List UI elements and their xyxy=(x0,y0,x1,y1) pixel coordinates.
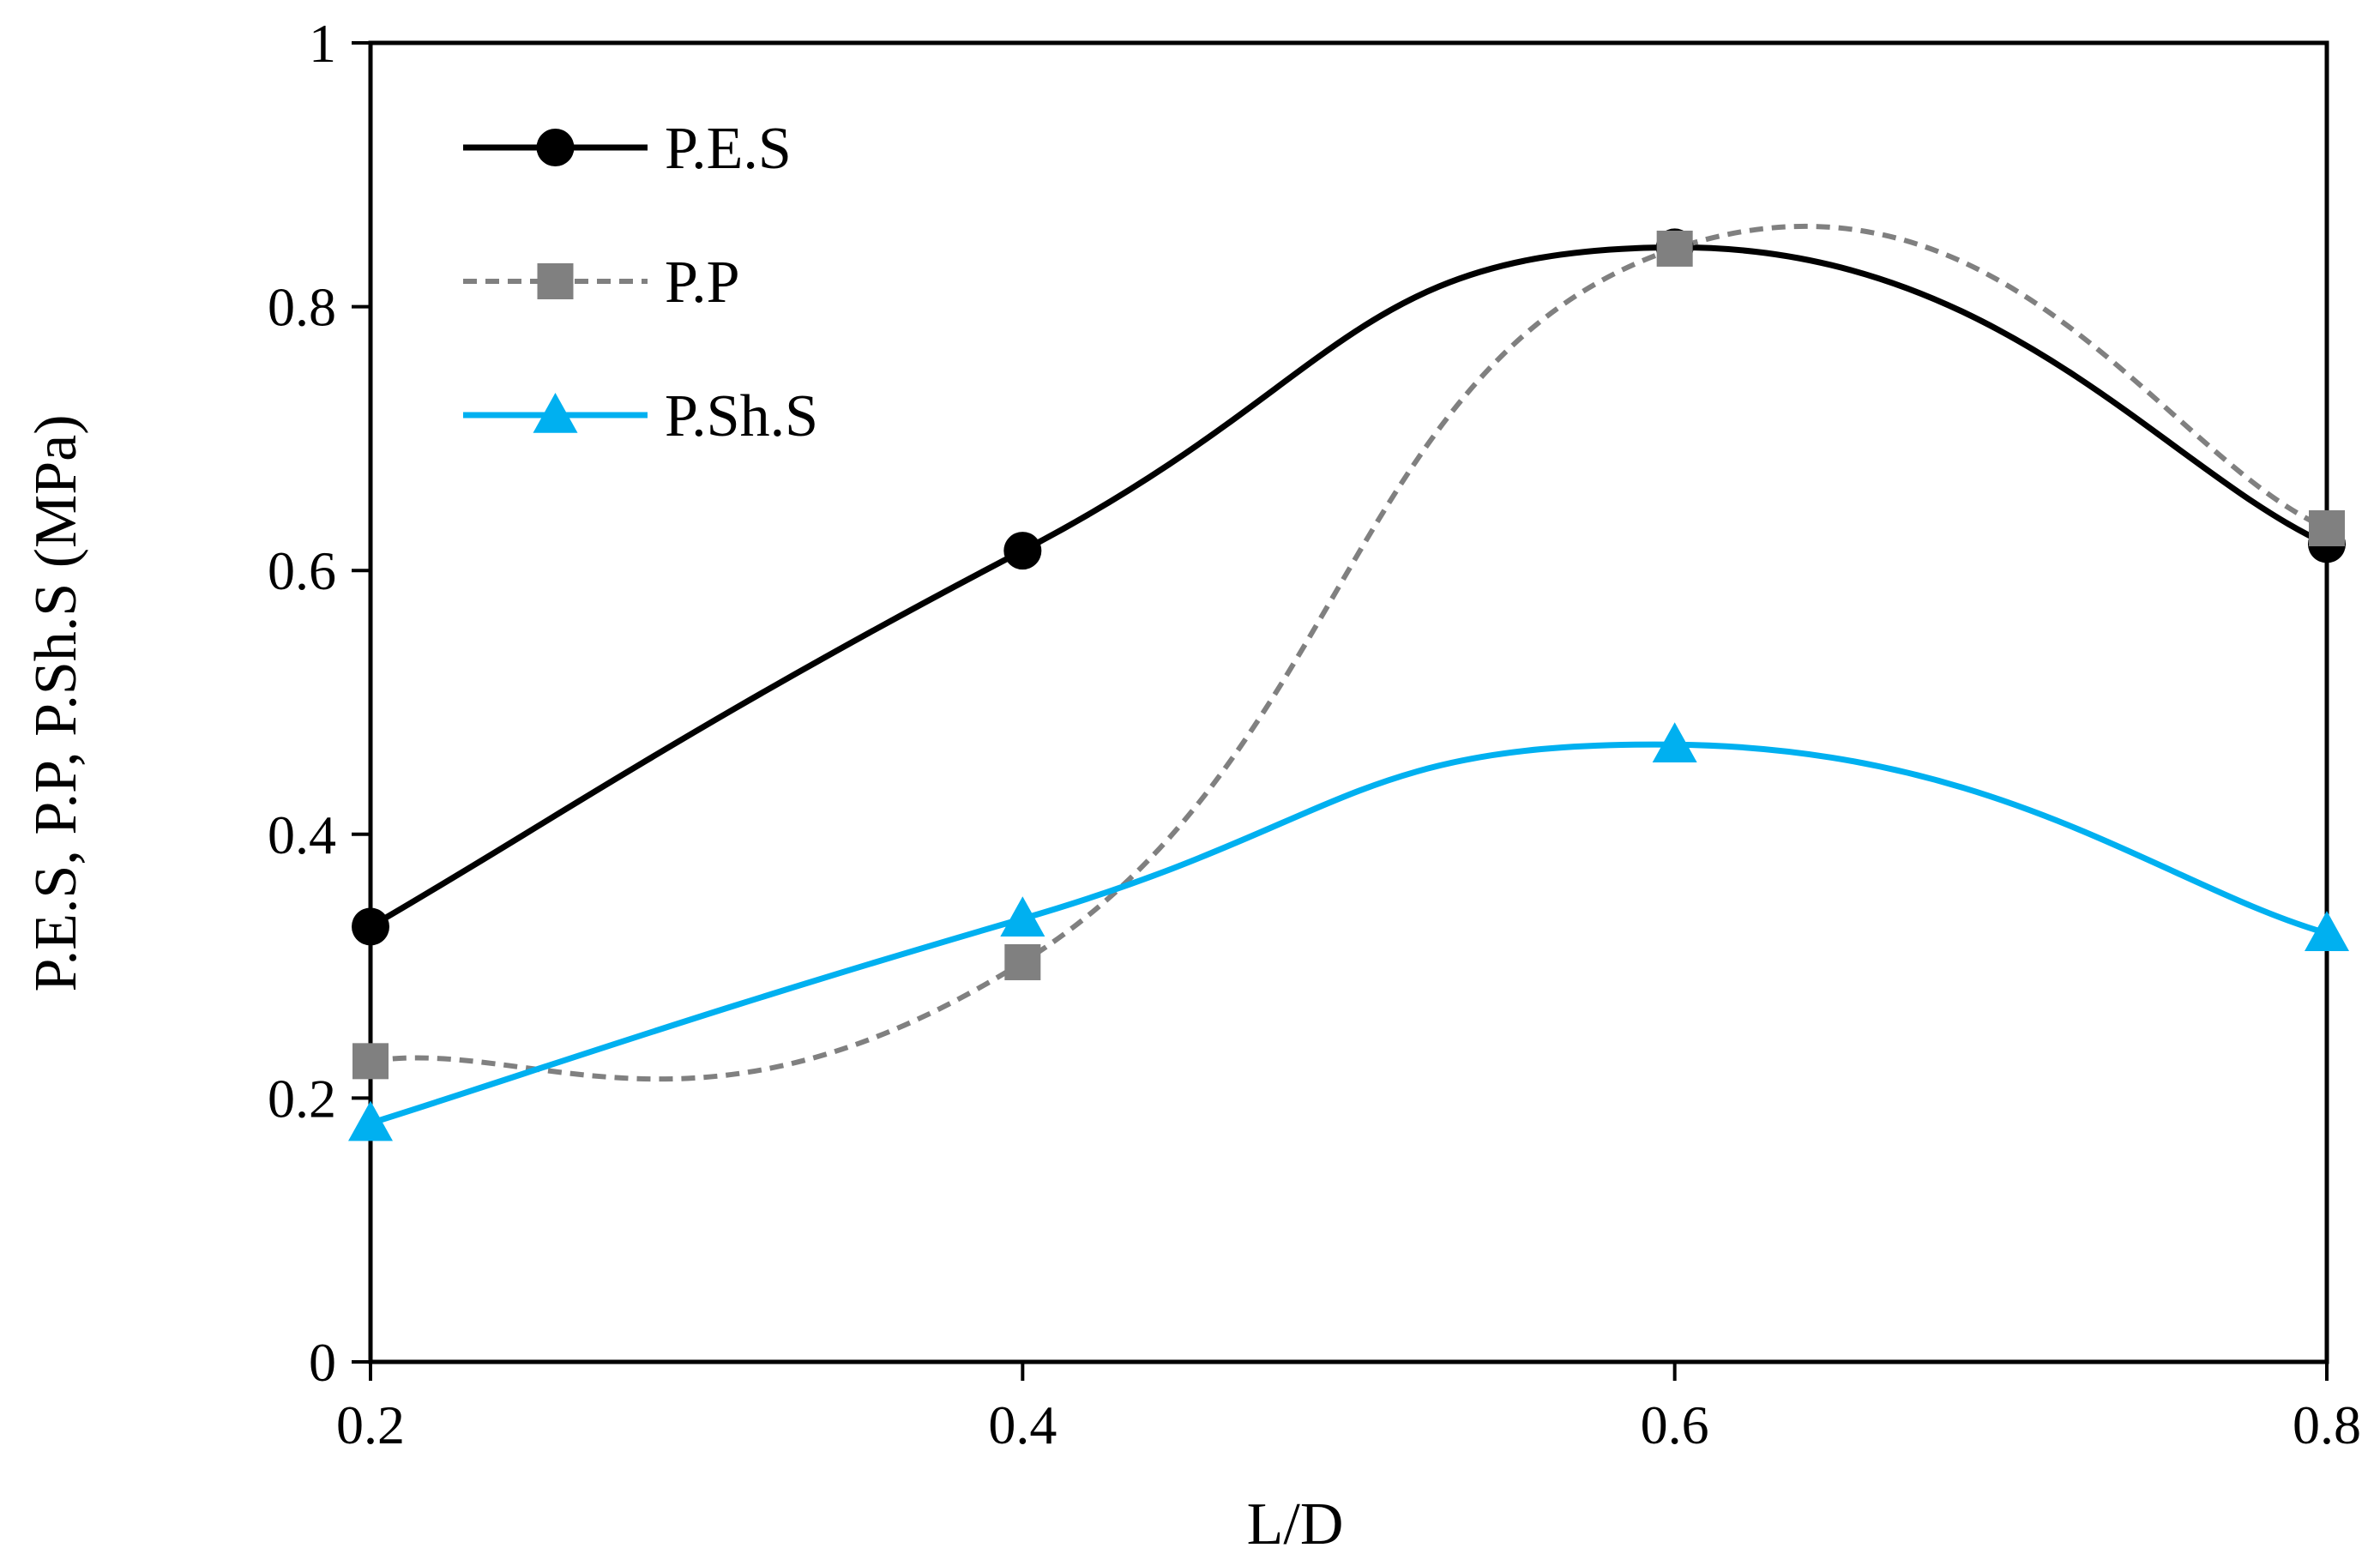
data-point-p-p xyxy=(1004,943,1041,980)
series-lines xyxy=(369,223,2329,1126)
data-point-p-sh-s xyxy=(1652,722,1697,763)
x-tick-label: 0.4 xyxy=(988,1394,1057,1455)
legend-label-p-sh-s: P.Sh.S xyxy=(665,383,818,449)
data-point-p-sh-s xyxy=(1000,896,1045,937)
data-point-p-e-s xyxy=(352,907,389,946)
legend-label-p-p: P.P xyxy=(665,250,740,316)
y-tick-label: 1 xyxy=(309,13,336,74)
data-point-p-p xyxy=(1656,230,1693,267)
plot-frame xyxy=(368,40,2329,1364)
series-line-p-sh-s xyxy=(369,741,2328,1126)
y-tick-label: 0.8 xyxy=(268,277,336,338)
y-tick-label: 0 xyxy=(309,1332,336,1393)
legend-marker-p-e-s xyxy=(536,129,575,166)
y-axis-title: P.E.S, P.P, P.Sh.S (MPa) xyxy=(23,414,89,991)
plot-area-border xyxy=(368,40,2329,1364)
data-point-p-p xyxy=(352,1043,389,1080)
y-axis: 0 0.2 0.4 0.6 0.8 1 xyxy=(268,13,371,1393)
data-point-p-e-s xyxy=(1003,532,1042,570)
legend: P.E.S P.P P.Sh.S xyxy=(463,116,818,449)
series-line-p-e-s xyxy=(369,244,2329,930)
legend-marker-p-p xyxy=(537,263,574,299)
data-point-p-sh-s xyxy=(2305,911,2349,951)
data-point-p-p xyxy=(2309,509,2345,546)
series-line-p-p xyxy=(370,223,2329,1082)
legend-marker-p-sh-s xyxy=(533,393,578,433)
x-tick-label: 0.2 xyxy=(336,1394,405,1455)
series-markers xyxy=(348,228,2349,1141)
data-point-p-sh-s xyxy=(348,1100,393,1141)
legend-label-p-e-s: P.E.S xyxy=(665,116,792,182)
y-tick-label: 0.6 xyxy=(268,540,336,601)
x-axis: 0.2 0.4 0.6 0.8 xyxy=(336,1362,2361,1455)
x-axis-title: L/D xyxy=(1247,1491,1344,1557)
x-tick-label: 0.8 xyxy=(2293,1394,2361,1455)
y-tick-label: 0.4 xyxy=(268,804,336,865)
y-tick-label: 0.2 xyxy=(268,1068,336,1129)
x-tick-label: 0.6 xyxy=(1641,1394,1709,1455)
